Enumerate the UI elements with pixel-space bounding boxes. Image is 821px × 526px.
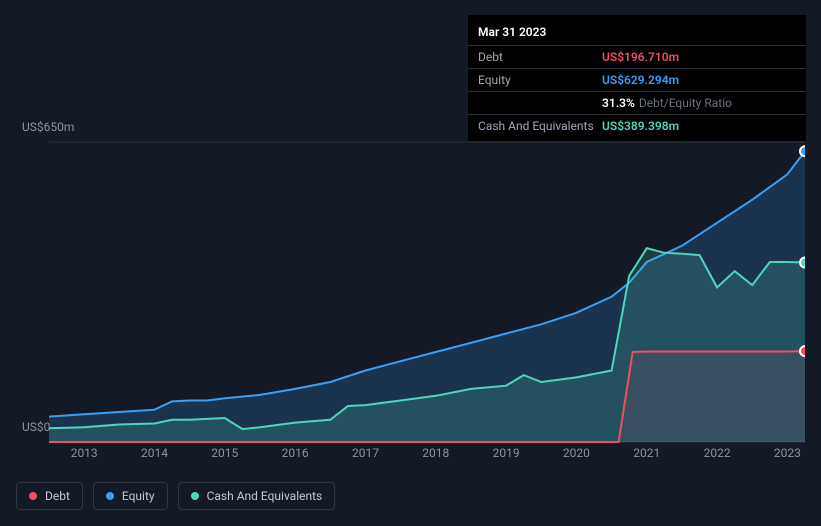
x-axis-tick: 2017: [352, 446, 379, 460]
legend-dot-icon: [29, 492, 37, 500]
chart-container: US$650m US$0 201320142015201620172018201…: [16, 120, 805, 470]
x-axis-tick: 2015: [211, 446, 238, 460]
tooltip-row: 31.3%Debt/Equity Ratio: [468, 91, 806, 114]
end-marker-cash-and-equivalents: [800, 258, 805, 268]
x-axis-tick: 2022: [704, 446, 731, 460]
y-axis-min-label: US$0: [22, 420, 50, 434]
tooltip-date: Mar 31 2023: [468, 23, 806, 45]
legend-dot-icon: [106, 492, 114, 500]
legend: Debt Equity Cash And Equivalents: [16, 482, 335, 510]
x-axis-tick: 2020: [563, 446, 590, 460]
x-axis-tick: 2014: [141, 446, 168, 460]
tooltip-row-label: [478, 96, 602, 110]
legend-label: Cash And Equivalents: [207, 489, 323, 503]
legend-label: Equity: [122, 489, 155, 503]
tooltip-row-value: US$629.294m: [602, 73, 679, 87]
tooltip-row-value: US$196.710m: [602, 50, 679, 64]
end-marker-equity: [800, 146, 805, 156]
tooltip-rows: DebtUS$196.710mEquityUS$629.294m31.3%Deb…: [468, 45, 806, 137]
x-axis-tick: 2016: [282, 446, 309, 460]
legend-label: Debt: [45, 489, 70, 503]
tooltip-row: EquityUS$629.294m: [468, 68, 806, 91]
x-axis-tick: 2018: [422, 446, 449, 460]
x-axis-tick: 2013: [71, 446, 98, 460]
legend-dot-icon: [191, 492, 199, 500]
tooltip-panel: Mar 31 2023 DebtUS$196.710mEquityUS$629.…: [468, 15, 806, 141]
end-marker-debt: [800, 346, 805, 356]
x-axis-labels: 2013 2014 2015 2016 2017 2018 2019 2020 2021 2022…: [49, 446, 805, 466]
tooltip-row: DebtUS$196.710m: [468, 45, 806, 68]
x-axis-tick: 2023: [774, 446, 801, 460]
legend-item-equity[interactable]: Equity: [93, 482, 168, 510]
legend-item-debt[interactable]: Debt: [16, 482, 83, 510]
tooltip-row-label: Cash And Equivalents: [478, 119, 602, 133]
tooltip-row-value: 31.3%Debt/Equity Ratio: [602, 96, 732, 110]
tooltip-row-label: Equity: [478, 73, 602, 87]
tooltip-row-value: US$389.398m: [602, 119, 679, 133]
tooltip-row: Cash And EquivalentsUS$389.398m: [468, 114, 806, 137]
legend-item-cash-and-equivalents[interactable]: Cash And Equivalents: [178, 482, 336, 510]
x-axis-tick: 2019: [493, 446, 520, 460]
x-axis-tick: 2021: [633, 446, 660, 460]
tooltip-row-suffix: Debt/Equity Ratio: [639, 96, 732, 110]
tooltip-row-label: Debt: [478, 50, 602, 64]
chart-svg[interactable]: [49, 120, 805, 470]
